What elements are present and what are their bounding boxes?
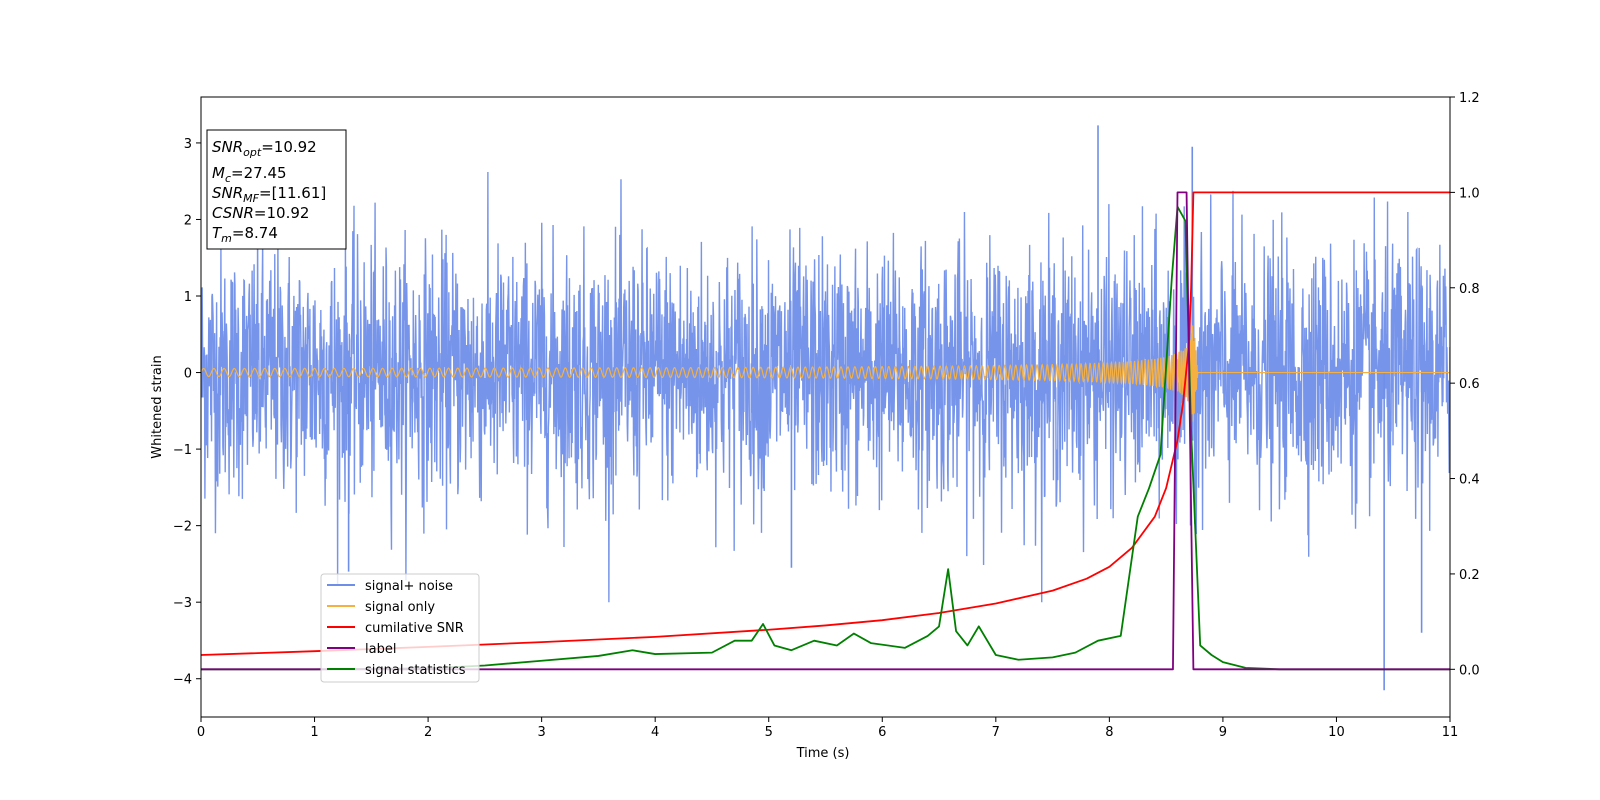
x-tick-label: 1 <box>310 725 318 740</box>
legend: signal+ noise signal only cumilative SNR… <box>320 573 480 683</box>
info-box: SNRopt=10.92 Mc=27.45 SNRMF=[11.61] CSNR… <box>206 129 347 250</box>
y-tick-label: 1 <box>184 290 192 305</box>
legend-frame <box>320 573 480 683</box>
x-axis-label: Time (s) <box>796 746 850 761</box>
y2-tick-label: 1.2 <box>1459 91 1480 106</box>
y-tick-label: −3 <box>173 596 192 611</box>
x-tick-label: 11 <box>1442 725 1459 740</box>
y-tick-label: 2 <box>184 213 192 228</box>
x-tick-label: 0 <box>197 725 205 740</box>
series-signal-statistics <box>201 205 1450 671</box>
y-tick-label: 3 <box>184 137 192 152</box>
series-layer <box>201 125 1450 691</box>
y2-tick-label: 1.0 <box>1459 186 1480 201</box>
series-label <box>201 191 1450 671</box>
x-tick-label: 9 <box>1219 725 1227 740</box>
x-tick-label: 7 <box>992 725 1000 740</box>
y-tick-label: −1 <box>173 443 192 458</box>
y2-tick-label: 0.4 <box>1459 473 1480 488</box>
series-signal-only <box>201 325 1450 422</box>
legend-label-signal-statistics: signal statistics <box>365 663 466 678</box>
y-axis-right: 1.2 1.0 0.8 0.6 0.4 0.2 0.0 <box>1450 91 1480 678</box>
x-tick-label: 8 <box>1105 725 1113 740</box>
legend-label-cumilative-snr: cumilative SNR <box>365 621 464 636</box>
y-axis-label: Whitened strain <box>150 355 165 458</box>
x-tick-label: 2 <box>424 725 432 740</box>
y-tick-label: −2 <box>173 520 192 535</box>
x-tick-label: 10 <box>1328 725 1345 740</box>
y-tick-label: 0 <box>184 367 192 382</box>
y-tick-label: −4 <box>173 673 192 688</box>
series-signal-noise <box>201 172 1450 603</box>
info-mc: Mc=27.45 <box>212 164 287 185</box>
info-snr-mf: SNRMF=[11.61] <box>212 184 326 205</box>
y2-tick-label: 0.8 <box>1459 282 1480 297</box>
x-tick-label: 6 <box>878 725 886 740</box>
y2-tick-label: 0.0 <box>1459 663 1480 678</box>
x-tick-label: 4 <box>651 725 659 740</box>
info-box-frame <box>206 129 347 250</box>
info-snr-opt: SNRopt=10.92 <box>212 138 317 159</box>
legend-label-signal-noise: signal+ noise <box>365 579 453 594</box>
plot-frame <box>200 96 1451 718</box>
legend-label-signal-only: signal only <box>365 600 435 615</box>
x-axis: 0 1 2 3 4 5 6 7 8 9 10 11 <box>197 717 1458 740</box>
x-tick-label: 3 <box>537 725 545 740</box>
info-tm: Tm=8.74 <box>212 224 278 245</box>
series-cumilative-snr <box>201 191 1450 656</box>
y2-tick-label: 0.6 <box>1459 377 1480 392</box>
y2-tick-label: 0.2 <box>1459 568 1480 583</box>
y-axis-left: 3 2 1 0 −1 −2 −3 −4 <box>173 137 201 688</box>
info-csnr: CSNR=10.92 <box>212 204 309 222</box>
legend-label-label: label <box>365 642 396 657</box>
x-tick-label: 5 <box>765 725 773 740</box>
